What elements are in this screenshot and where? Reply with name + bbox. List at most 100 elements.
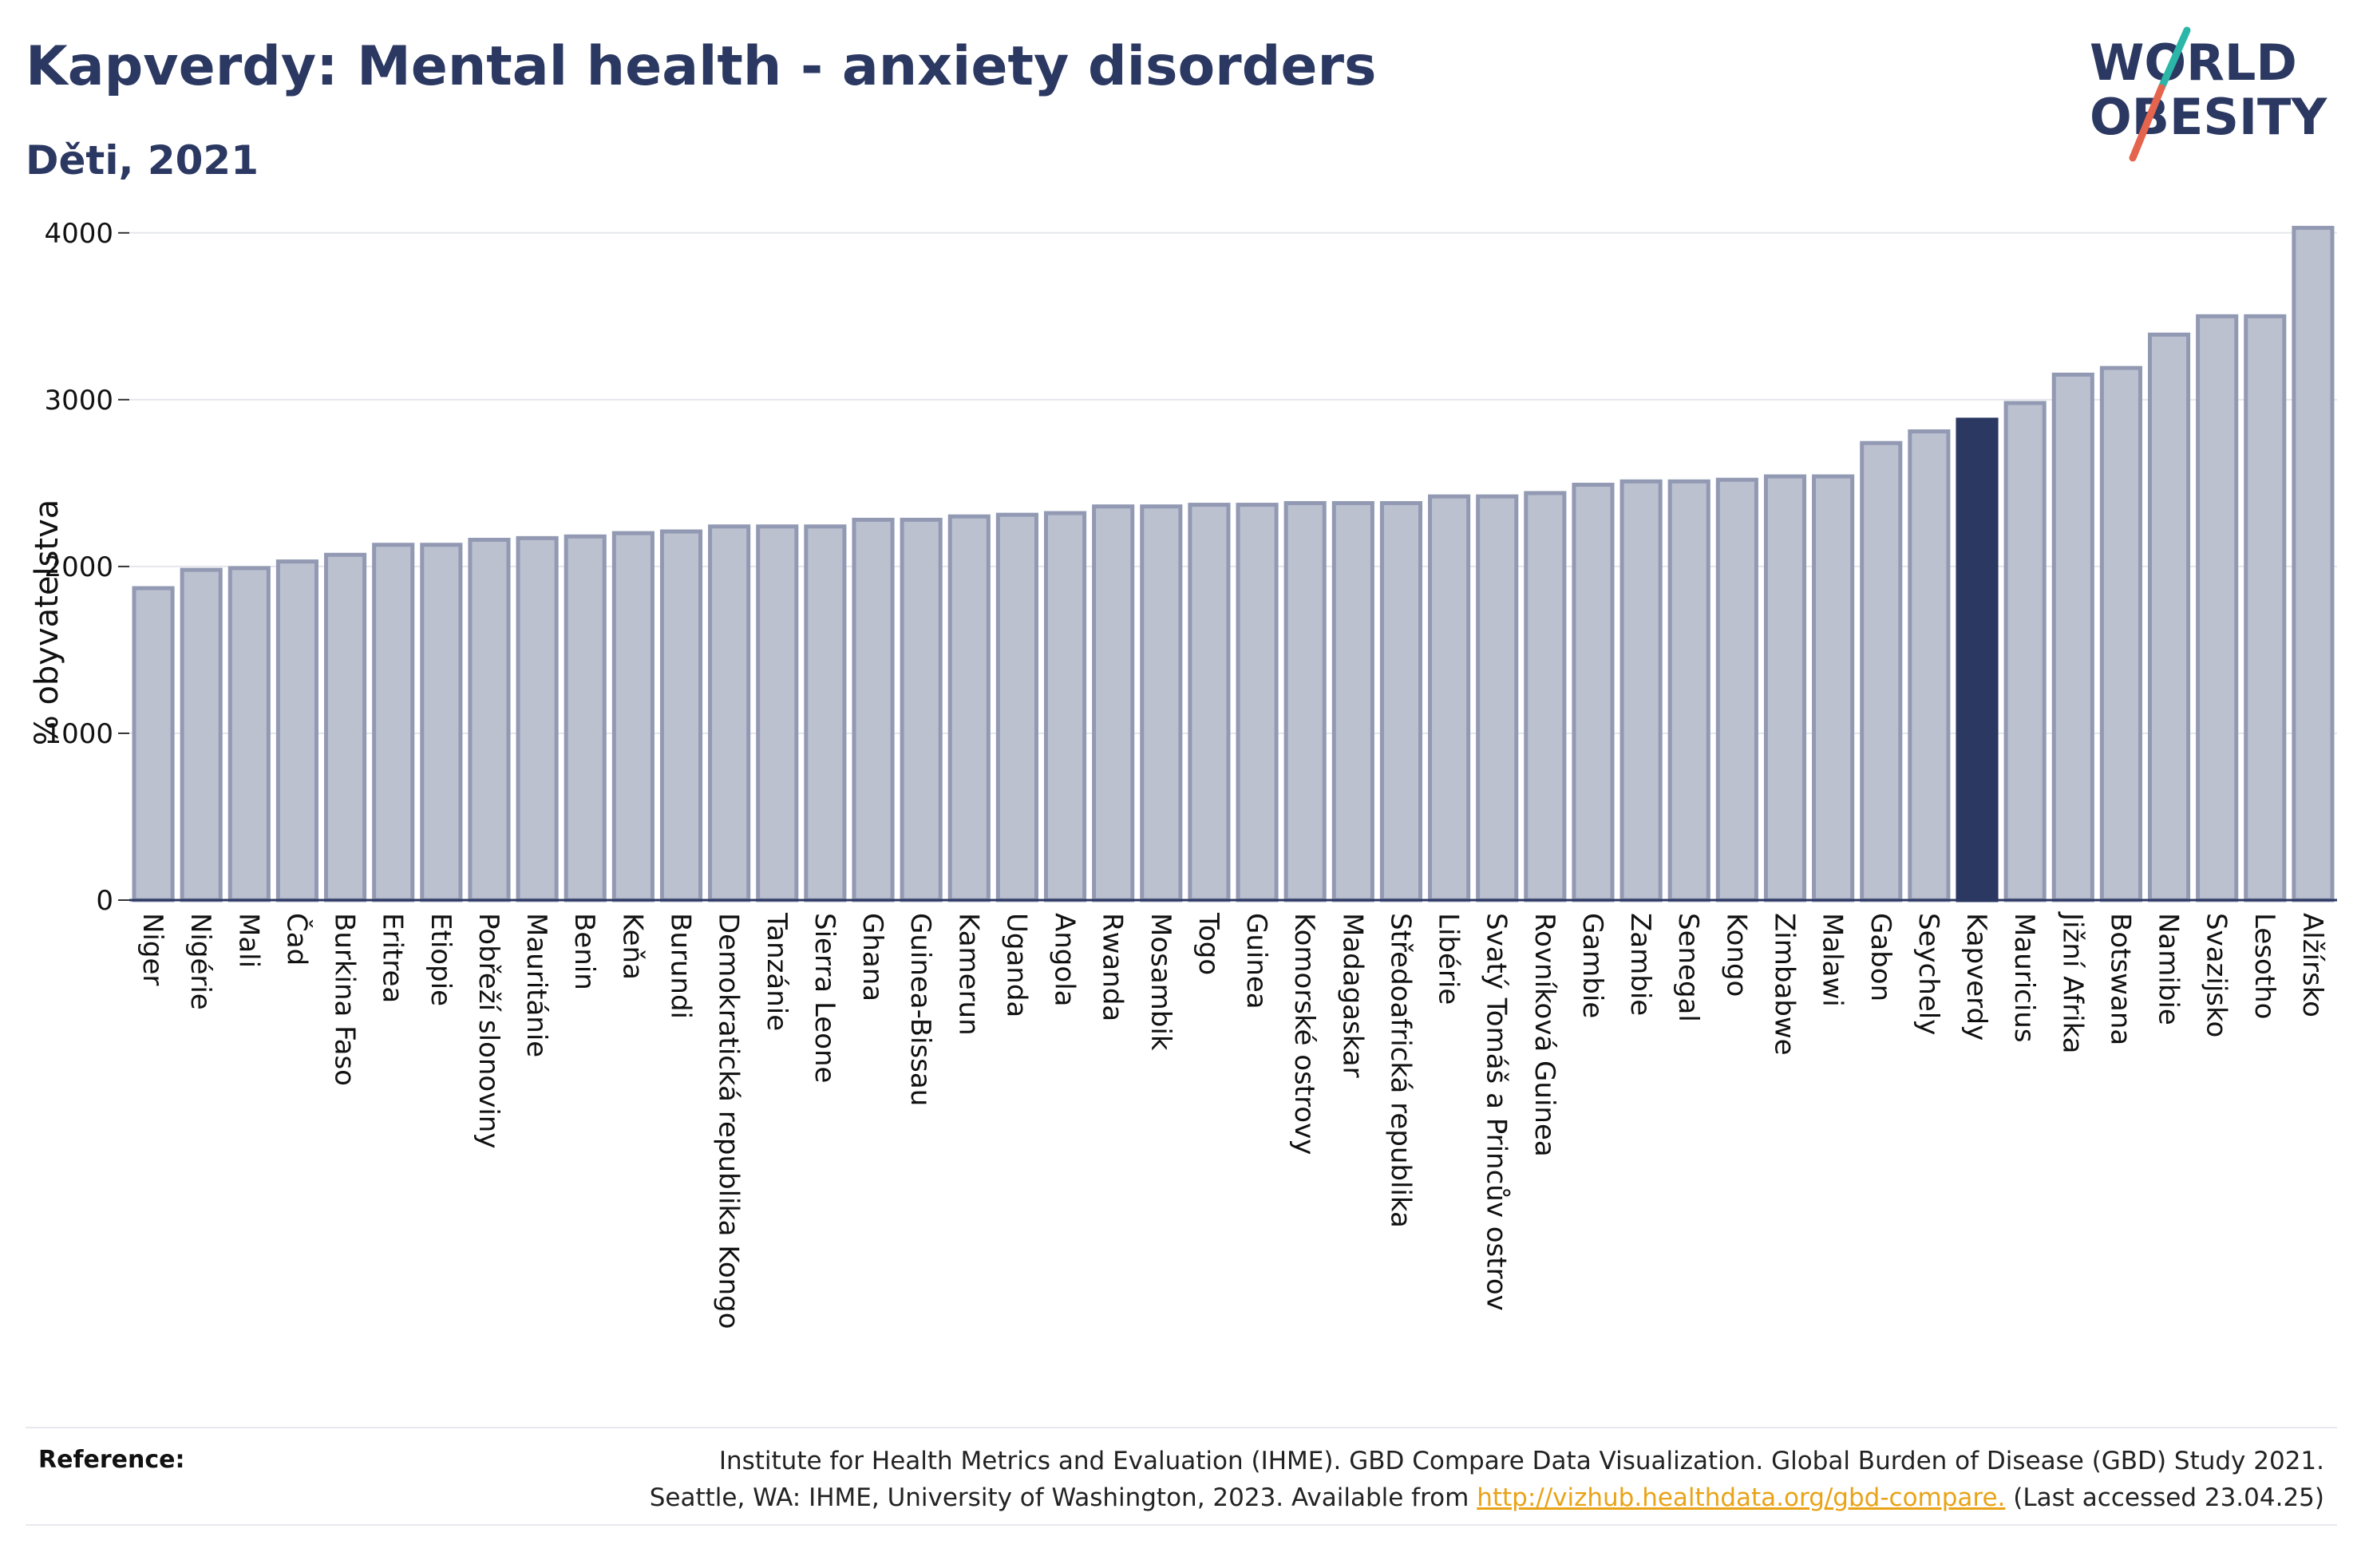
x-category-label: Kamerun <box>952 913 984 1036</box>
x-category-label: Burkina Faso <box>329 913 361 1086</box>
bar-namibie <box>2147 332 2191 902</box>
x-category-label: Senegal <box>1672 913 1704 1022</box>
x-category-label: Svazijsko <box>2201 913 2232 1037</box>
bar-svazijsko <box>2196 314 2239 902</box>
x-category-label: Alžírsko <box>2296 913 2328 1017</box>
x-category-label: Madagaskar <box>1336 913 1368 1078</box>
x-category-label: Rovníková Guinea <box>1529 913 1560 1157</box>
x-category-label: Nigérie <box>184 913 216 1010</box>
x-category-label: Sierra Leone <box>809 913 840 1083</box>
y-tick-label: 4000 <box>44 218 113 250</box>
x-category-label: Botswana <box>2104 913 2136 1045</box>
x-category-label: Guinea-Bissau <box>904 913 936 1106</box>
bar-mali <box>227 566 271 902</box>
x-category-label: Namibie <box>2153 913 2185 1025</box>
bars <box>132 226 2335 902</box>
reference-link[interactable]: http://vizhub.healthdata.org/gbd-compare… <box>1477 1483 2006 1512</box>
x-category-label: Komorské ostrovy <box>1288 913 1320 1155</box>
bar-středoafrická-republika <box>1379 500 1423 902</box>
bar-mosambik <box>1140 504 1183 902</box>
bar-niger <box>132 586 175 902</box>
x-category-label: Mosambik <box>1145 913 1177 1051</box>
logo-word-obesity: OBESITY <box>2090 88 2327 146</box>
x-category-label: Burundi <box>665 913 697 1019</box>
logo-slash-top <box>2157 26 2191 92</box>
reference-line-2: Seattle, WA: IHME, University of Washing… <box>650 1479 2324 1516</box>
bar-pobřeží-slonoviny <box>468 537 511 902</box>
x-category-label: Libérie <box>1433 913 1465 1005</box>
x-category-label: Středoafrická republika <box>1384 913 1416 1228</box>
bar-eritrea <box>372 543 415 902</box>
x-category-label: Čad <box>280 913 313 966</box>
x-category-label: Kongo <box>1720 913 1752 997</box>
logo-slash-bottom <box>2129 84 2165 162</box>
bar-malawi <box>1812 474 1855 902</box>
x-category-label: Malawi <box>1817 913 1849 1007</box>
reference-line-1: Institute for Health Metrics and Evaluat… <box>718 1447 2324 1475</box>
bar-čad <box>275 559 319 902</box>
x-category-label: Gambie <box>1576 913 1608 1018</box>
bar-etiopie <box>420 543 463 902</box>
bar-zimbabwe <box>1763 474 1807 902</box>
bar-nigérie <box>180 567 223 902</box>
x-category-label: Rwanda <box>1097 913 1129 1021</box>
bar-gambie <box>1572 482 1615 902</box>
reference-bottom-divider <box>26 1524 2337 1526</box>
x-category-label: Jižní Afrika <box>2056 911 2088 1054</box>
bar-uganda <box>995 512 1038 902</box>
world-obesity-logo: WORLD OBESITY <box>2090 26 2327 162</box>
logo-word-world: WORLD <box>2090 34 2297 92</box>
bar-sierra-leone <box>804 524 847 902</box>
bar-ghana <box>852 517 895 902</box>
bar-lesotho <box>2244 314 2287 902</box>
x-category-label: Benin <box>568 913 600 990</box>
x-category-label: Kapverdy <box>1960 913 1992 1041</box>
y-axis-title: % obyvatelstva <box>29 500 65 746</box>
bar-demokratická-republika-kongo <box>708 524 751 902</box>
bar-seychely <box>1908 429 1951 902</box>
page-subtitle: Děti, 2021 <box>26 137 259 184</box>
bar-gabon <box>1860 440 1903 902</box>
bar-senegal <box>1667 479 1710 902</box>
y-tick-label: 3000 <box>44 385 113 417</box>
bar-angola <box>1043 511 1087 902</box>
bar-alžírsko <box>2292 226 2335 902</box>
x-category-label: Uganda <box>1000 913 1032 1017</box>
bar-libérie <box>1428 494 1471 902</box>
y-tick-label: 2000 <box>44 551 113 583</box>
x-category-label: Pobřeží slonoviny <box>473 913 504 1148</box>
x-category-label: Eritrea <box>377 913 409 1003</box>
bar-kamerun <box>947 514 991 902</box>
bar-botswana <box>2099 365 2142 902</box>
x-category-label: Demokratická republika Kongo <box>713 913 745 1329</box>
bar-komorské-ostrovy <box>1283 500 1327 902</box>
bar-burundi <box>659 529 703 902</box>
x-category-label: Mauritánie <box>520 913 552 1057</box>
bar-madagaskar <box>1331 500 1374 902</box>
reference-text: Institute for Health Metrics and Evaluat… <box>650 1443 2324 1516</box>
bar-togo <box>1188 503 1231 902</box>
reference-label: Reference: <box>38 1446 185 1474</box>
bar-jižní-afrika <box>2051 373 2094 902</box>
bar-burkina-faso <box>324 552 367 902</box>
x-category-label: Togo <box>1192 912 1224 975</box>
x-category-label: Lesotho <box>2248 913 2280 1019</box>
bar-kapverdy <box>1956 417 1999 902</box>
x-category-label: Keňa <box>616 913 648 980</box>
reference-top-divider <box>26 1427 2337 1428</box>
x-category-label: Zimbabwe <box>1769 913 1801 1056</box>
x-category-label: Niger <box>136 913 168 985</box>
bar-zambie <box>1619 479 1663 902</box>
y-tick-label: 1000 <box>44 718 113 750</box>
reference-line-2-suffix: (Last accessed 23.04.25) <box>2005 1483 2324 1512</box>
x-category-label: Zambie <box>1624 913 1656 1016</box>
x-category-label: Mauricius <box>2008 913 2040 1043</box>
x-category-label: Seychely <box>1912 913 1944 1035</box>
bar-benin <box>564 534 607 902</box>
bar-mauritánie <box>516 535 559 902</box>
bar-chart: 0 1000 2000 3000 4000 Niger Nigérie Mali Čad Bur… <box>29 218 2337 1329</box>
bar-kongo <box>1715 477 1758 902</box>
y-tick-labels: 0 1000 2000 3000 4000 <box>44 218 129 917</box>
x-category-label: Etiopie <box>425 913 457 1006</box>
x-category-label: Guinea <box>1240 913 1272 1009</box>
